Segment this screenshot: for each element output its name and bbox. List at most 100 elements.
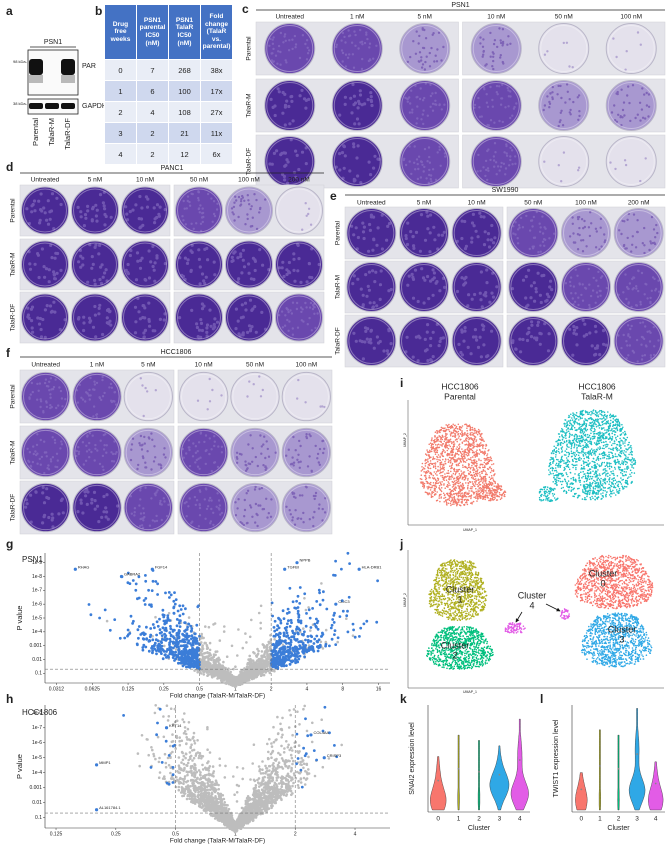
- gene-label: CLIC3: [338, 599, 350, 604]
- panel-letter: b: [95, 4, 102, 18]
- colony-texture: [511, 320, 551, 354]
- table-cell: 108: [168, 101, 201, 123]
- plate-rim: [266, 138, 314, 185]
- blot-header: PSN1: [44, 39, 62, 46]
- x-tick-label: 0.25: [159, 686, 169, 692]
- plate-rim: [348, 264, 395, 310]
- plate-rim: [510, 264, 557, 310]
- colony-texture: [230, 248, 271, 284]
- plate-rim: [540, 138, 588, 185]
- plate: [21, 186, 69, 235]
- plate: [605, 136, 657, 187]
- gene-label: HLA-DRB1: [362, 564, 383, 569]
- plate: [346, 208, 397, 258]
- row-label: Parental: [10, 384, 17, 409]
- plate-rim: [23, 429, 69, 476]
- colony-texture: [406, 27, 445, 71]
- violin-median: [617, 767, 620, 770]
- marker-label: 98 kDa-: [13, 59, 28, 64]
- colony-texture: [129, 486, 170, 530]
- plate: [230, 371, 280, 422]
- plate-rim: [227, 188, 271, 233]
- column-label: Untreated: [357, 200, 386, 207]
- plate-rim: [125, 429, 171, 476]
- table-cell: 11x: [200, 122, 233, 144]
- band-label: GAPDH: [82, 103, 107, 110]
- plate: [275, 186, 323, 235]
- row-label: Parental: [10, 198, 17, 223]
- colony-texture: [334, 142, 381, 185]
- violin: [510, 718, 529, 811]
- plate-rim: [510, 210, 557, 256]
- colony-texture: [27, 243, 63, 284]
- violin-median: [636, 753, 638, 755]
- plate-rim: [333, 25, 381, 72]
- violin: [575, 772, 588, 811]
- umap-cloud: [538, 485, 559, 503]
- plate-rim: [277, 295, 321, 340]
- plate: [71, 186, 119, 235]
- table-cell: 38x: [200, 59, 233, 81]
- violin-median: [599, 764, 601, 767]
- cluster-cloud: [580, 612, 653, 668]
- colony-texture: [25, 192, 63, 231]
- cluster-label: Cluster: [518, 590, 547, 600]
- y-tick-label: 1e-8: [32, 710, 42, 716]
- blot-band: [45, 103, 59, 109]
- column-label: 200 nM: [288, 177, 310, 184]
- column-label: 50 nM: [555, 14, 573, 21]
- plate-rim: [23, 188, 67, 233]
- plate-rim: [123, 295, 167, 340]
- violin: [598, 729, 601, 811]
- column-label: 10 nM: [468, 200, 486, 207]
- y-tick-label: 0.001: [29, 785, 42, 791]
- plate-rim: [472, 138, 520, 185]
- chart-title: HCC1806: [22, 708, 58, 717]
- gene-point: [94, 808, 99, 812]
- column-label: 50 nM: [190, 177, 208, 184]
- column-label: 5 nM: [417, 200, 431, 207]
- y-tick-label: 1e-7: [32, 588, 42, 594]
- column-label: 10 nM: [195, 362, 213, 369]
- x-tick-label: 1: [234, 686, 237, 692]
- column-label: 5 nM: [418, 14, 432, 21]
- cluster-cloud: [559, 608, 571, 620]
- y-tick-label: 1e-6: [32, 740, 42, 746]
- plate-rim: [266, 82, 314, 129]
- umap-title: Parental: [444, 391, 476, 401]
- table-cell: 4: [136, 101, 169, 123]
- plate-rim: [401, 82, 449, 129]
- gene-label: RHAG: [78, 564, 90, 569]
- umap-cloud: [419, 423, 496, 507]
- violin: [617, 734, 620, 811]
- cluster-label: 0: [600, 578, 605, 588]
- colony-texture: [296, 378, 326, 409]
- plate-rim: [401, 318, 447, 364]
- arrow: [515, 611, 523, 623]
- colony-texture: [335, 28, 378, 71]
- plate: [230, 482, 280, 533]
- row-label: TalaR-M: [246, 93, 253, 117]
- colony-texture: [457, 323, 494, 359]
- x-axis-label: Cluster: [468, 825, 491, 832]
- plate-rim: [74, 429, 120, 476]
- y-axis-label: TWIST1 expression level: [553, 719, 560, 797]
- plate-rim: [23, 242, 67, 287]
- y-tick-label: 1e-5: [32, 755, 42, 761]
- table-cell: 12: [168, 143, 201, 165]
- plate-rim: [23, 295, 67, 340]
- plate: [399, 208, 449, 258]
- x-tick-label: 3: [498, 816, 502, 823]
- x-tick-label: 0: [436, 816, 440, 823]
- table-header-cell: PSN1 parental IC50 (nM): [136, 4, 169, 60]
- y-tick-label: 0.01: [32, 657, 42, 663]
- plate-rim: [123, 242, 167, 287]
- x-tick-label: 3: [635, 816, 639, 823]
- column-label: 1 nM: [350, 14, 364, 21]
- row-label: TalaR-DF: [10, 494, 17, 521]
- colony-texture: [564, 267, 608, 309]
- column-label: 50 nM: [524, 200, 542, 207]
- gene-label: AL161784.1: [99, 805, 121, 810]
- blot-band: [29, 59, 43, 75]
- x-tick-label: 8: [341, 686, 344, 692]
